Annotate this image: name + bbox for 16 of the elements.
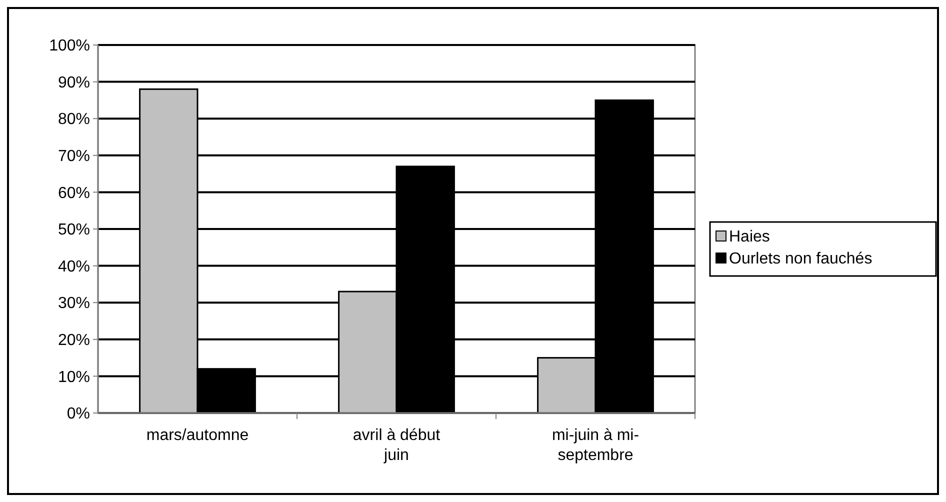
y-tick-label: 70% [58,148,90,165]
y-tick-label: 40% [58,258,90,276]
y-tick-label: 50% [58,222,90,239]
x-tick-label: mi-juin à mi-septembre [552,427,640,464]
legend-label: Haies [729,228,770,246]
y-tick-label: 90% [58,74,90,92]
x-tick-label: mars/automne [146,427,249,444]
y-tick-label: 30% [58,295,90,312]
y-tick-label: 60% [58,184,90,202]
y-tick-label: 20% [58,332,90,349]
y-tick-label: 100% [49,38,90,55]
x-tick-label: avril à début juin [352,427,441,464]
y-tick-label: 10% [58,368,90,386]
legend-label: Ourlets non fauchés [729,250,872,268]
y-tick-label: 0% [66,406,90,423]
y-tick-label: 80% [58,111,90,128]
